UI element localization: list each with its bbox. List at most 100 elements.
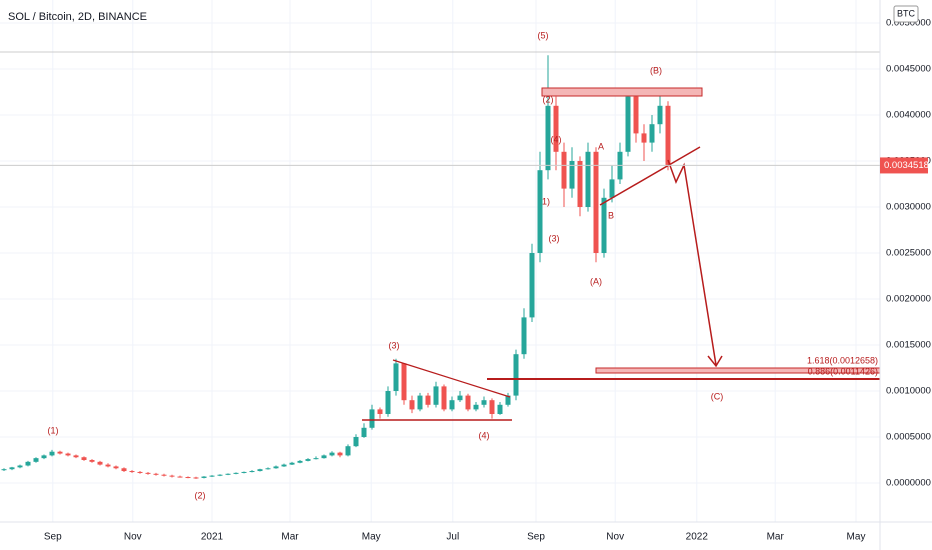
candle-body <box>169 475 175 477</box>
axes: 0.0000000 0.0005000 0.0010000 0.0015000 0.00… <box>0 18 931 543</box>
candle-body <box>305 459 311 461</box>
x-tick-label: May <box>362 532 381 543</box>
x-tick-label: Sep <box>44 532 62 543</box>
x-tick-label: Jul <box>446 532 459 543</box>
candle-body <box>473 404 479 410</box>
candle-body <box>17 465 23 468</box>
candle-body <box>121 468 127 472</box>
y-tick-label: 0.0030000 <box>886 202 931 213</box>
candle-body <box>553 105 559 152</box>
candle-body <box>625 96 631 152</box>
candle-body <box>385 390 391 414</box>
candle-body <box>481 400 487 405</box>
x-tick-label: Nov <box>124 532 142 543</box>
candle-body <box>529 252 535 318</box>
candle-body <box>601 197 607 253</box>
candle-body <box>345 446 351 456</box>
candle-body <box>361 427 367 437</box>
candle-body <box>353 436 359 447</box>
candle-body <box>449 400 455 410</box>
y-tick-label: 0.0015000 <box>886 340 931 351</box>
last-price-label: 0.0034518 <box>884 160 929 171</box>
candle-body <box>465 395 471 410</box>
candle-body <box>73 455 79 458</box>
candle-body <box>129 471 135 473</box>
annotation: B <box>608 210 614 220</box>
candles <box>1 55 671 479</box>
y-tick-label: 0.0040000 <box>886 110 931 121</box>
candle-body <box>441 386 447 410</box>
wedge-line <box>599 146 701 206</box>
candle-body <box>561 151 567 189</box>
candle-body <box>105 464 111 467</box>
candle-body <box>137 471 143 473</box>
annotation: A <box>598 141 604 151</box>
trend-line <box>392 359 511 398</box>
candle-body <box>81 457 87 460</box>
y-tick-label: 0.0020000 <box>886 294 931 305</box>
annotation: (4) <box>551 134 562 144</box>
candle-body <box>417 395 423 410</box>
candle-body <box>369 409 375 428</box>
annotation: (2) <box>195 490 206 500</box>
candle-body <box>569 160 575 189</box>
grid <box>0 0 880 522</box>
x-tick-label: May <box>847 532 866 543</box>
candle-body <box>513 354 519 396</box>
annotation: 1.618(0.0012658) <box>807 355 878 365</box>
candle-body <box>217 474 223 476</box>
x-tick-label: Mar <box>281 532 299 543</box>
currency-box <box>893 5 919 23</box>
candle-body <box>1 469 7 471</box>
candle-body <box>321 455 327 459</box>
y-tick-label: 0.0005000 <box>886 432 931 443</box>
x-tick-label: 2021 <box>201 532 224 543</box>
arrow-head <box>707 355 723 368</box>
annotations: (1) (2) (3) (4) (5) (2) (4) 1) (3) (A) A B (B) (C) 1.6… <box>48 30 879 500</box>
candle-body <box>265 468 271 470</box>
chart-title: SOL / Bitcoin, 2D, BINANCE <box>8 11 147 23</box>
y-tick-label: 0.0000000 <box>886 478 931 489</box>
candle-body <box>177 476 183 478</box>
candle-body <box>281 464 287 467</box>
y-tick-label: 0.0045000 <box>886 64 931 75</box>
candle-body <box>153 473 159 475</box>
candle-body <box>433 386 439 405</box>
candle-body <box>401 363 407 401</box>
candle-body <box>41 455 47 459</box>
candle-body <box>9 467 15 470</box>
candle-body <box>57 451 63 454</box>
candle-body <box>185 477 191 479</box>
annotation: (5) <box>538 30 549 40</box>
candle-body <box>545 105 551 171</box>
candle-body <box>209 475 215 477</box>
candle-body <box>249 471 255 473</box>
candle-body <box>25 461 31 466</box>
last-price-box <box>880 157 928 174</box>
candle-body <box>657 105 663 125</box>
candle-body <box>257 469 263 472</box>
candle-body <box>273 466 279 469</box>
y-tick-label: 0.0050000 <box>886 18 931 29</box>
candle-body <box>161 474 167 476</box>
candle-body <box>633 96 639 134</box>
annotation: (3) <box>389 340 400 350</box>
candle-body <box>393 363 399 391</box>
x-tick-label: Mar <box>767 532 785 543</box>
annotation: (B) <box>650 65 662 75</box>
annotation: 0.886(0.0011426) <box>808 366 878 376</box>
candle-body <box>193 477 199 479</box>
candle-body <box>537 170 543 253</box>
candle-body <box>585 151 591 207</box>
candle-body <box>649 124 655 143</box>
candle-body <box>377 409 383 414</box>
currency: BTC <box>897 8 916 18</box>
candle-body <box>409 400 415 410</box>
annotation: (1) <box>48 425 59 435</box>
candle-body <box>665 105 671 166</box>
candle-body <box>457 395 463 401</box>
y-tick-label: 0.0010000 <box>886 386 931 397</box>
candle-body <box>33 458 39 462</box>
x-tick-label: Nov <box>606 532 624 543</box>
